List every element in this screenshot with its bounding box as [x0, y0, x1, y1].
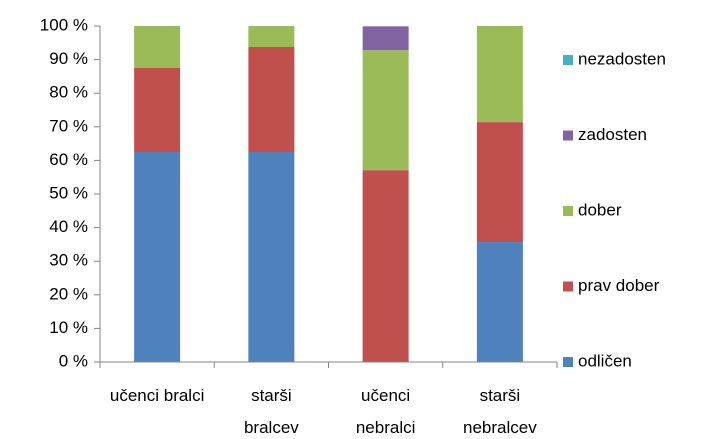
- y-tick-label: 20 %: [49, 284, 88, 303]
- x-tick-label: učenci bralci: [109, 386, 205, 405]
- y-tick-label: 70 %: [49, 116, 88, 135]
- y-tick-label: 40 %: [49, 217, 88, 236]
- x-tick-label: učenci nebralci: [355, 386, 416, 437]
- legend-swatch: [563, 357, 573, 367]
- y-tick-label: 30 %: [49, 251, 88, 270]
- bar-segment: [476, 122, 523, 243]
- y-tick-label: 10 %: [49, 318, 88, 337]
- legend-label: dober: [578, 200, 622, 219]
- legend-label: odličen: [578, 351, 632, 370]
- bar-segment: [362, 170, 409, 362]
- y-tick-label: 90 %: [49, 49, 88, 68]
- legend-swatch: [563, 281, 573, 292]
- y-tick-label: 0 %: [59, 351, 88, 370]
- bar-segment: [134, 26, 181, 68]
- legend-label: prav dober: [578, 276, 660, 295]
- bar-segment: [248, 26, 295, 47]
- legend-swatch: [563, 55, 573, 65]
- y-tick-label: 60 %: [49, 150, 88, 169]
- x-tick-label: starši nebralcev: [463, 386, 537, 437]
- bar-segment: [362, 50, 409, 171]
- x-tick-label: starši bralcev: [243, 386, 299, 437]
- y-tick-label: 50 %: [49, 183, 88, 202]
- bar-segment: [134, 68, 181, 152]
- bar-segment: [476, 26, 523, 123]
- legend-label: zadosten: [578, 125, 647, 144]
- legend-swatch: [563, 130, 573, 141]
- bar-segment: [362, 26, 409, 51]
- bar-segment: [248, 47, 295, 152]
- bar-segment: [476, 242, 523, 362]
- y-tick-label: 80 %: [49, 83, 88, 102]
- bar-segment: [248, 152, 295, 362]
- legend-swatch: [563, 206, 573, 216]
- legend-label: nezadosten: [578, 49, 666, 68]
- y-tick-label: 100 %: [40, 15, 88, 34]
- bar-segment: [134, 152, 181, 362]
